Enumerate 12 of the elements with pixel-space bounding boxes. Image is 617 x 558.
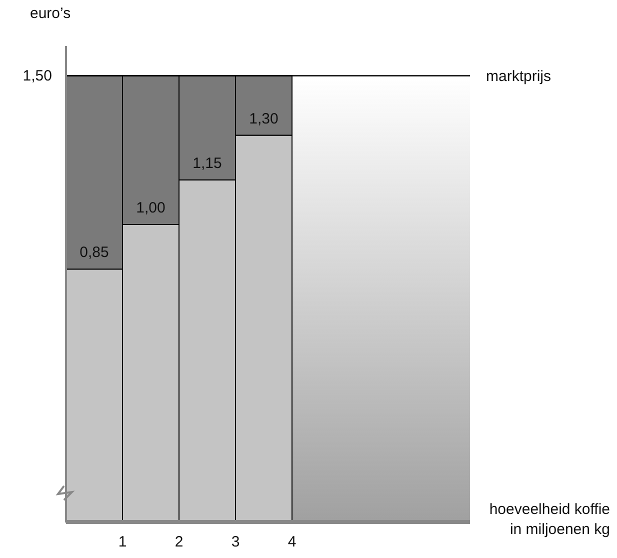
- x-tick-label: 3: [231, 534, 240, 551]
- x-tick-label: 4: [288, 534, 296, 551]
- y-tick-label: 1,50: [22, 68, 52, 85]
- x-tick-label: 1: [118, 534, 127, 551]
- y-axis-title: euro’s: [30, 5, 71, 22]
- x-tick-label: 2: [174, 534, 184, 551]
- x-axis-title: hoeveelheid koffie in miljoenen kg: [489, 501, 610, 538]
- data-label: 1,30: [249, 110, 278, 128]
- data-label: 1,00: [136, 200, 166, 216]
- ref-line-label: marktprijs: [486, 68, 552, 85]
- data-label: 0,85: [80, 244, 109, 262]
- data-label: 1,15: [192, 154, 222, 172]
